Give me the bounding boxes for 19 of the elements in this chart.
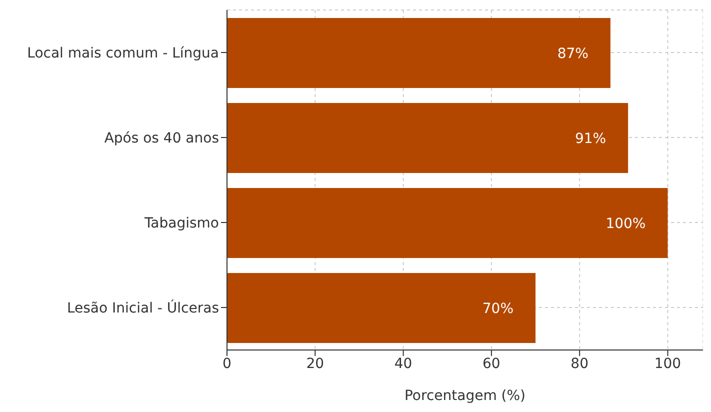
x-axis-title: Porcentagem (%): [404, 388, 526, 404]
data-label: 70%: [482, 300, 514, 317]
y-tick-label: Lesão Inicial - Úlceras: [66, 299, 219, 316]
data-label: 100%: [606, 216, 646, 232]
x-tick-label: 20: [306, 356, 324, 372]
x-tick-label: 80: [570, 356, 589, 372]
bar: [227, 103, 628, 173]
y-tick-label: Tabagismo: [143, 215, 219, 232]
bar: [227, 18, 610, 88]
x-tick-label: 60: [482, 356, 500, 372]
data-label: 87%: [557, 46, 588, 62]
x-tick-label: 40: [394, 356, 412, 372]
y-tick-label: Após os 40 anos: [104, 130, 219, 146]
x-tick-label: 100: [654, 356, 682, 372]
data-label: 91%: [574, 130, 606, 147]
y-tick-label: Local mais comum - Língua: [27, 45, 219, 62]
bar: [227, 188, 668, 258]
x-tick-label: 0: [222, 356, 232, 372]
bar: [227, 273, 536, 343]
